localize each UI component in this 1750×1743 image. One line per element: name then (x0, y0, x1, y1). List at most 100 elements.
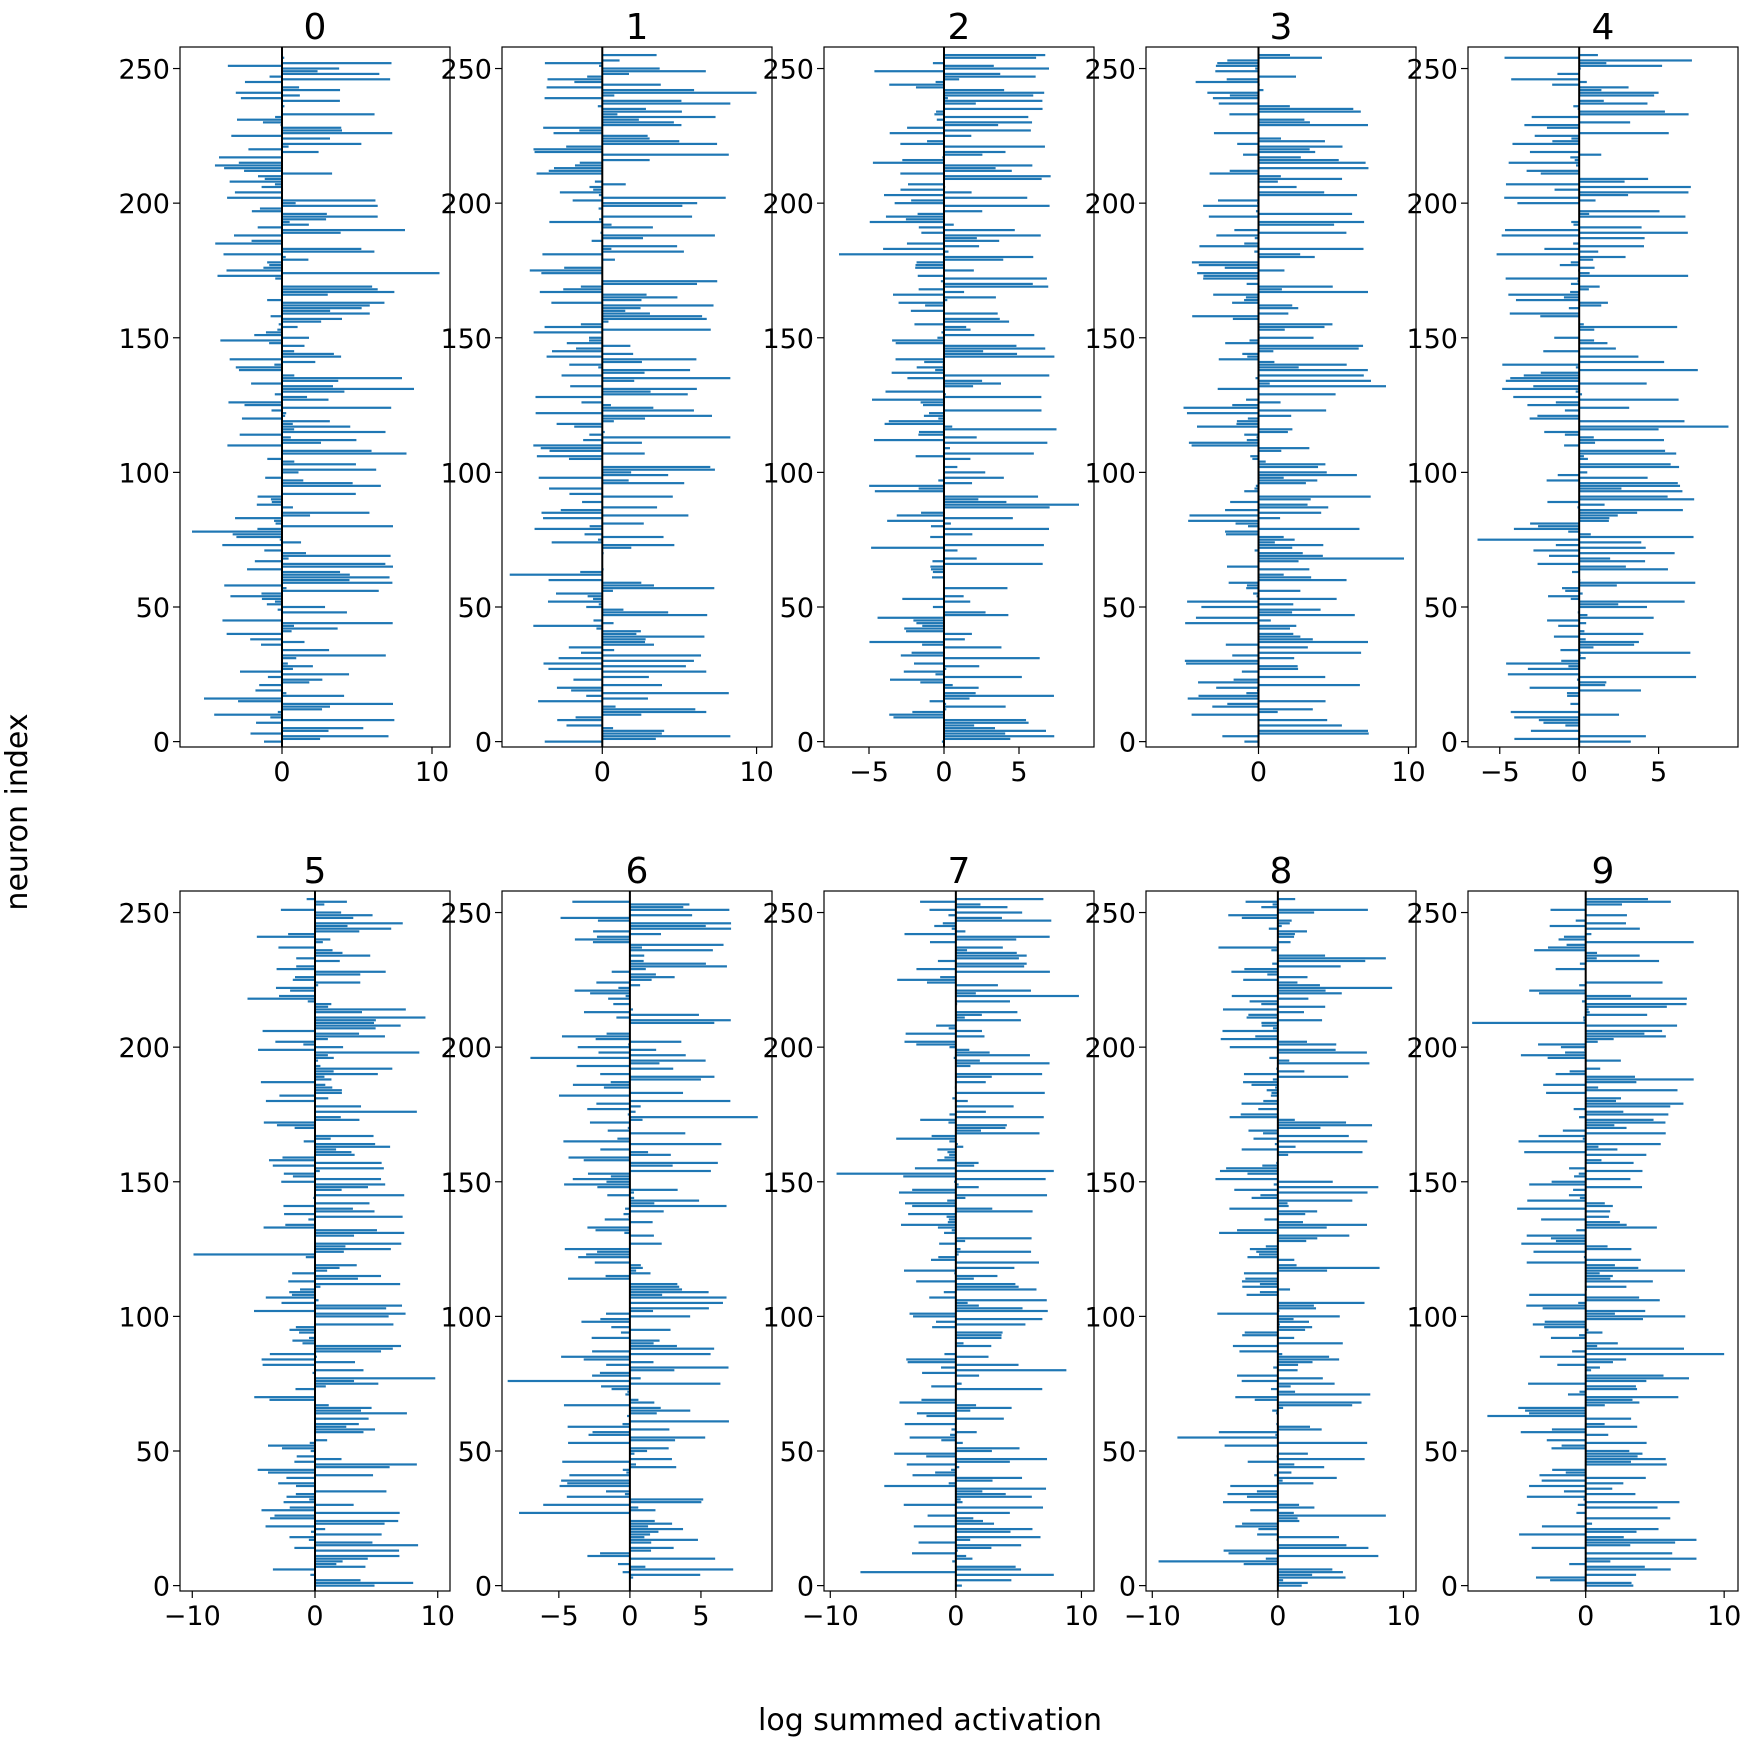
bar (263, 266, 282, 269)
bar (1277, 1328, 1306, 1331)
bar (620, 1331, 630, 1334)
bar (955, 911, 1023, 914)
bar (315, 1264, 357, 1267)
bar (1229, 94, 1259, 97)
bar (1277, 1051, 1367, 1054)
bar (889, 83, 944, 86)
bar (944, 129, 1031, 132)
bar (1579, 88, 1602, 92)
bar (1579, 541, 1642, 544)
bar (282, 425, 351, 428)
bar (572, 1083, 630, 1086)
bar (908, 183, 944, 186)
bar (224, 167, 282, 170)
bar (598, 1051, 630, 1054)
bar (560, 508, 603, 512)
bar (955, 1059, 980, 1062)
bar (1579, 301, 1608, 304)
bar (1569, 1070, 1586, 1073)
bar (955, 1466, 960, 1469)
bar (315, 1490, 387, 1493)
bar (1258, 56, 1322, 59)
bar (629, 1099, 731, 1103)
bar (1585, 1457, 1666, 1461)
bar (1575, 366, 1580, 369)
bar (257, 1468, 315, 1471)
bar (1576, 1229, 1586, 1232)
bar (1569, 1167, 1586, 1170)
bar (232, 533, 282, 536)
bar (1228, 1552, 1278, 1555)
bar (282, 312, 370, 315)
bar (247, 568, 282, 571)
bar (1258, 350, 1274, 353)
bar (602, 436, 731, 439)
bar (1237, 142, 1259, 146)
bar (955, 1498, 961, 1501)
bar (254, 1396, 315, 1399)
bar (1270, 1387, 1278, 1391)
bar (540, 447, 603, 450)
bar (315, 1560, 343, 1563)
bar (944, 697, 970, 700)
bar (282, 657, 297, 660)
bar (1258, 635, 1301, 638)
bar (884, 1484, 956, 1488)
axes-frame (179, 46, 451, 748)
bar (1242, 352, 1259, 356)
bar (1259, 1253, 1278, 1256)
bar (898, 1191, 956, 1194)
bar (282, 390, 345, 393)
y-tick-label: 150 (1406, 1168, 1458, 1199)
bar (282, 218, 327, 221)
bar (944, 150, 1006, 154)
bar (543, 1503, 630, 1506)
bar (931, 1385, 956, 1388)
bar (1261, 1002, 1278, 1006)
bar (1219, 1231, 1278, 1235)
bar (955, 1019, 1021, 1022)
bar (261, 643, 282, 646)
bar (315, 1549, 400, 1552)
bar (602, 393, 688, 396)
bar (1511, 78, 1580, 81)
bar (315, 1382, 379, 1385)
bar (1515, 298, 1580, 302)
bar (587, 595, 603, 598)
bar (602, 59, 620, 62)
bar (1250, 455, 1259, 458)
bar (602, 675, 649, 679)
bar (602, 705, 616, 708)
bar (944, 737, 1011, 741)
bar (557, 718, 603, 722)
bar (261, 1358, 315, 1361)
bar (1585, 957, 1597, 960)
bar (277, 328, 282, 331)
bar (282, 62, 392, 65)
bar (930, 525, 944, 528)
bar (944, 632, 972, 636)
bar (955, 1164, 975, 1167)
bar (542, 253, 603, 256)
bar (955, 1261, 1039, 1264)
subplot-title: 5 (304, 851, 327, 892)
bar (1258, 479, 1318, 482)
bar (1579, 546, 1646, 549)
bar (629, 1557, 716, 1560)
bar (1241, 1280, 1278, 1283)
bar (1585, 1113, 1669, 1116)
bar (944, 91, 1045, 94)
bar (1277, 1070, 1305, 1073)
bar (1517, 202, 1580, 205)
y-tick-label: 150 (1406, 324, 1458, 355)
bar (244, 403, 282, 407)
bar (596, 627, 603, 630)
bar (227, 196, 282, 199)
bar (589, 339, 603, 342)
bar (1258, 363, 1347, 366)
bar (1277, 1019, 1323, 1022)
bar (629, 1565, 646, 1568)
bar (629, 1315, 691, 1318)
bar (629, 1234, 654, 1237)
bar (1203, 274, 1259, 277)
